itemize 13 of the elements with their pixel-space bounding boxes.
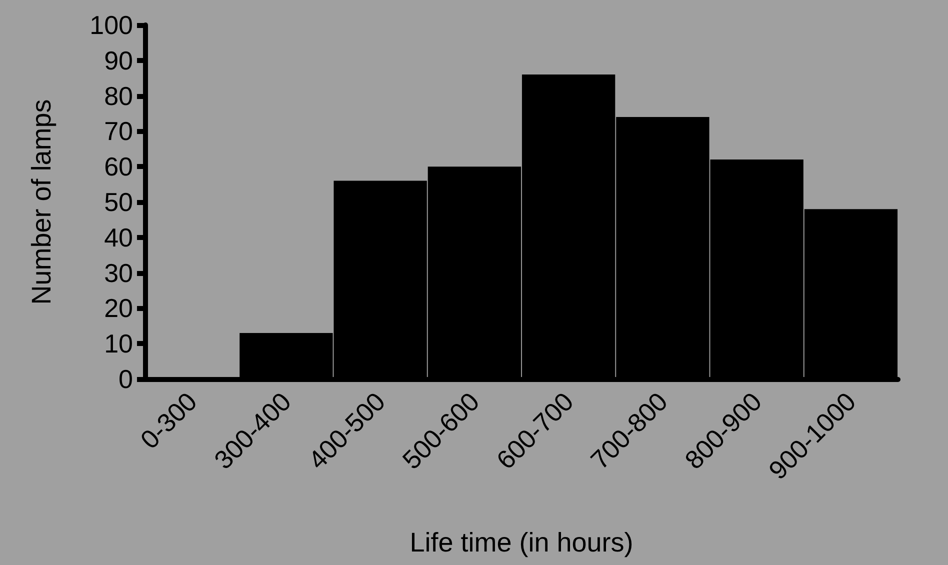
y-tick-label: 90 bbox=[104, 45, 133, 76]
y-tick-label: 100 bbox=[90, 10, 133, 40]
y-tick-label: 30 bbox=[104, 258, 133, 288]
y-tick-label: 70 bbox=[104, 116, 133, 146]
y-tick-label: 40 bbox=[104, 222, 133, 252]
x-axis-title: Life time (in hours) bbox=[410, 528, 634, 558]
y-tick-label: 20 bbox=[104, 293, 133, 324]
y-tick-label: 0 bbox=[118, 364, 133, 394]
y-axis-title: Number of lamps bbox=[26, 99, 56, 305]
y-tick-label: 50 bbox=[104, 187, 133, 217]
y-tick-label: 60 bbox=[104, 152, 133, 182]
y-tick-label: 80 bbox=[104, 80, 133, 111]
y-tick-label: 10 bbox=[104, 328, 133, 359]
